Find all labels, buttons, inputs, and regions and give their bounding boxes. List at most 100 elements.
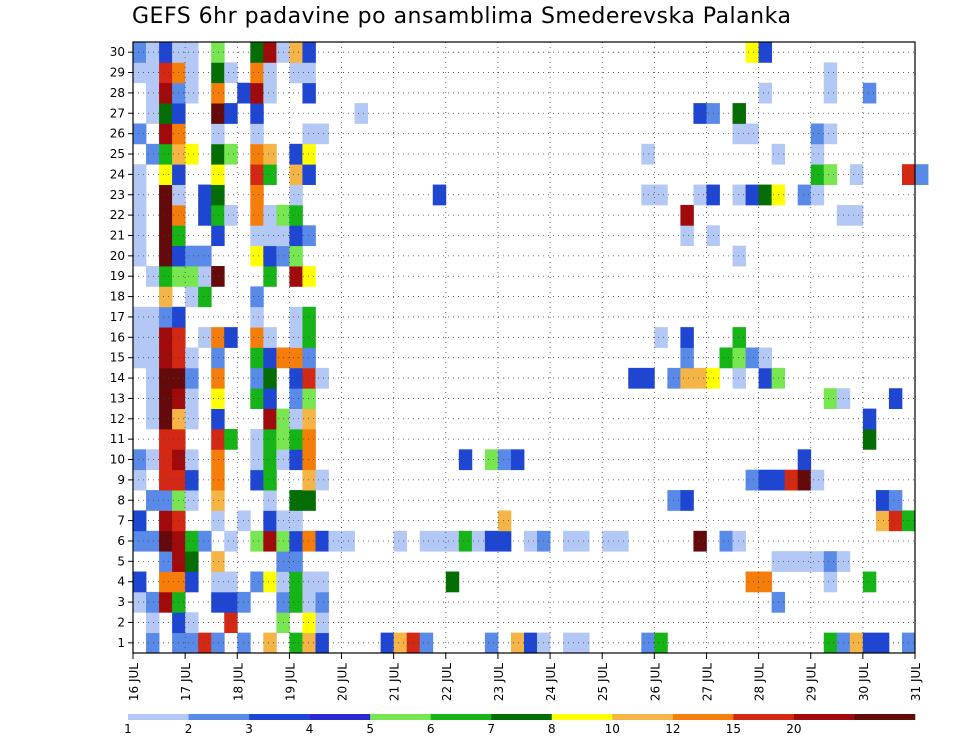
heatmap-cell — [159, 327, 173, 348]
x-tick-label: 21 JUL — [388, 663, 402, 701]
heatmap-cell — [263, 225, 277, 247]
colorbar-label: 4 — [306, 722, 314, 736]
heatmap-cell — [263, 571, 277, 593]
heatmap-cell — [302, 367, 316, 389]
heatmap-cell — [380, 632, 395, 654]
heatmap-cell — [862, 632, 877, 654]
heatmap-cell — [224, 530, 238, 552]
heatmap-cell — [133, 449, 147, 471]
heatmap-cell — [159, 62, 173, 84]
y-tick-label: 24 — [110, 167, 125, 181]
heatmap-cell — [302, 306, 316, 328]
colorbar-swatch — [733, 714, 795, 720]
heatmap-cell — [680, 367, 694, 389]
heatmap-cell — [302, 571, 316, 593]
heatmap-cell — [745, 123, 759, 145]
heatmap-cell — [393, 632, 408, 654]
heatmap-cell — [497, 449, 512, 471]
heatmap-cell — [211, 123, 225, 145]
heatmap-cell — [823, 82, 838, 104]
heatmap-cell — [211, 591, 225, 613]
y-tick-label: 9 — [117, 473, 125, 487]
heatmap-cell — [915, 164, 929, 185]
heatmap-cell — [224, 204, 238, 226]
heatmap-cell — [289, 204, 303, 226]
heatmap-cell — [289, 327, 303, 348]
y-tick-label: 17 — [110, 310, 125, 324]
heatmap-cell — [146, 367, 160, 389]
heatmap-cell — [133, 184, 147, 206]
heatmap-cell — [159, 551, 173, 572]
y-tick-label: 7 — [117, 514, 125, 528]
x-tick-label: 29 JUL — [805, 663, 819, 701]
heatmap-cell — [289, 571, 303, 593]
x-tick-label: 18 JUL — [231, 663, 245, 701]
heatmap-cell — [250, 143, 264, 165]
heatmap-cell — [263, 62, 277, 84]
heatmap-cell — [445, 530, 460, 552]
heatmap-cell — [563, 530, 577, 552]
heatmap-cell — [133, 164, 147, 185]
heatmap-cell — [250, 164, 264, 185]
heatmap-cell — [497, 510, 512, 532]
heatmap-cell — [823, 388, 838, 409]
heatmap-cell — [133, 510, 147, 532]
heatmap-cell — [302, 612, 316, 634]
y-tick-label: 26 — [110, 127, 125, 141]
heatmap-cell — [432, 184, 447, 206]
heatmap-cell — [302, 82, 316, 104]
heatmap-cell — [198, 204, 212, 226]
heatmap-cell — [263, 388, 277, 409]
heatmap-cell — [185, 632, 199, 654]
heatmap-cell — [315, 632, 329, 654]
heatmap-cell — [250, 306, 264, 328]
colorbar-swatch — [128, 714, 189, 720]
colorbar-swatch — [430, 714, 492, 720]
heatmap-cell — [185, 82, 199, 104]
heatmap-cell — [888, 388, 903, 409]
heatmap-cell — [211, 164, 225, 185]
y-tick-label: 19 — [110, 269, 125, 283]
heatmap-cell — [302, 347, 316, 369]
y-tick-label: 20 — [110, 249, 125, 263]
heatmap-cell — [263, 449, 277, 471]
heatmap-cell — [732, 347, 746, 369]
heatmap-cell — [484, 449, 499, 471]
heatmap-cell — [732, 367, 746, 389]
heatmap-cell — [211, 204, 225, 226]
heatmap-cell — [146, 62, 160, 84]
heatmap-cell — [797, 184, 812, 206]
heatmap-cell — [185, 551, 199, 572]
heatmap-cell — [159, 428, 173, 450]
heatmap-cell — [263, 367, 277, 389]
heatmap-cell — [302, 632, 316, 654]
heatmap-cell — [888, 490, 903, 511]
heatmap-cell — [133, 42, 147, 63]
heatmap-cell — [419, 530, 434, 552]
heatmap-cell — [198, 184, 212, 206]
heatmap-cell — [133, 530, 147, 552]
heatmap-cell — [133, 204, 147, 226]
heatmap-cell — [862, 428, 877, 450]
heatmap-cell — [719, 347, 733, 369]
heatmap-cell — [211, 408, 225, 430]
heatmap-cell — [263, 632, 277, 654]
heatmap-cell — [680, 327, 694, 348]
heatmap-cell — [224, 103, 238, 124]
heatmap-cell — [289, 245, 303, 267]
heatmap-cell — [302, 490, 316, 511]
heatmap-cell — [263, 266, 277, 287]
heatmap-cell — [328, 530, 342, 552]
heatmap-cell — [185, 266, 199, 287]
y-tick-label: 6 — [117, 534, 125, 548]
heatmap-cell — [146, 327, 160, 348]
heatmap-cell — [211, 510, 225, 532]
heatmap-cell — [146, 143, 160, 165]
heatmap-cell — [159, 490, 173, 511]
y-tick-label: 21 — [110, 228, 125, 242]
y-tick-label: 13 — [110, 391, 125, 405]
heatmap-cell — [224, 428, 238, 450]
heatmap-cell — [159, 510, 173, 532]
y-tick-label: 3 — [117, 595, 125, 609]
heatmap-cell — [146, 591, 160, 613]
